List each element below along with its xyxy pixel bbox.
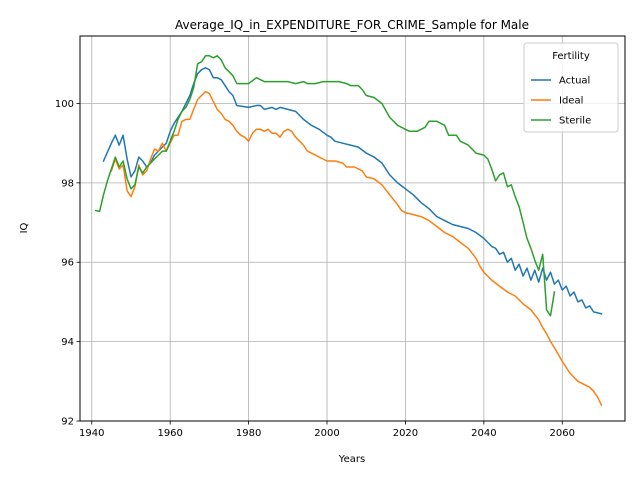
- y-axis-ticks: 92 94 96 98 100: [55, 99, 80, 428]
- x-axis-title: Years: [338, 454, 365, 465]
- series-line-ideal: [110, 90, 603, 407]
- x-tick-label: 2040: [471, 428, 496, 439]
- series-lines: [94, 55, 603, 407]
- x-tick-label: 1940: [79, 428, 104, 439]
- x-tick-label: 2000: [314, 428, 339, 439]
- y-tick-label: 94: [61, 337, 74, 348]
- chart-title: Average_IQ_in_EXPENDITURE_FOR_CRIME_Samp…: [175, 18, 529, 32]
- x-axis-ticks: 1940 1960 1980 2000 2020 2040 2060: [79, 421, 575, 439]
- legend-label-sterile: Sterile: [559, 116, 591, 127]
- legend-box: [523, 42, 619, 133]
- x-tick-label: 2020: [393, 428, 418, 439]
- y-tick-label: 98: [61, 178, 74, 189]
- legend: Fertility Actual Ideal Sterile: [523, 42, 619, 133]
- y-tick-label: 96: [61, 258, 74, 269]
- legend-label-ideal: Ideal: [559, 96, 583, 107]
- plot-area-frame: [79, 35, 626, 422]
- x-tick-label: 2060: [550, 428, 575, 439]
- legend-title: Fertility: [552, 51, 590, 62]
- x-tick-label: 1960: [157, 428, 182, 439]
- grid-lines: [80, 36, 625, 422]
- legend-items: Actual Ideal Sterile: [531, 76, 591, 127]
- series-line-sterile: [94, 55, 556, 317]
- y-axis-title: IQ: [19, 222, 30, 233]
- y-tick-label: 100: [55, 99, 74, 110]
- y-tick-label: 92: [61, 417, 74, 428]
- x-tick-label: 1980: [236, 428, 261, 439]
- legend-label-actual: Actual: [559, 76, 590, 87]
- series-line-actual: [102, 67, 603, 315]
